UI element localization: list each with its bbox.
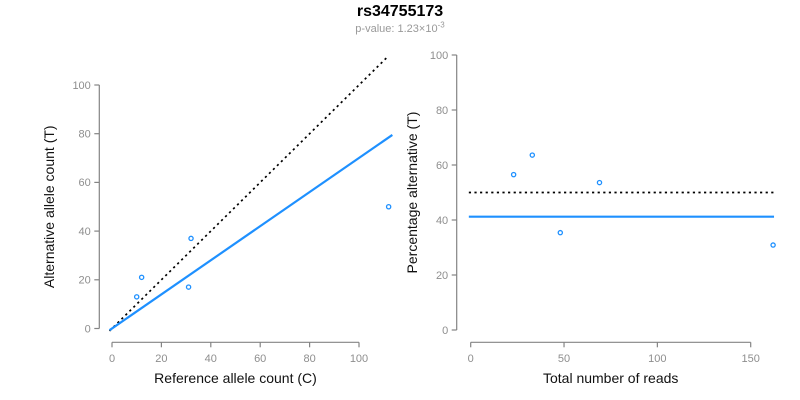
y-axis-title: Percentage alternative (T) (404, 112, 420, 274)
data-points (510, 152, 776, 248)
y-axis: 0 20 40 60 80 100 Percentage alternative (T) (404, 50, 458, 337)
x-tick-label: 80 (303, 353, 315, 365)
y-tick-label: 60 (436, 160, 448, 172)
percentage-vs-reads-plot: 0 50 100 150 Total number of reads 0 20 40 60 80 1… (404, 50, 776, 386)
y-tick-label: 40 (436, 215, 448, 227)
data-point (185, 284, 192, 290)
y-tick-label: 100 (430, 50, 448, 62)
data-point (188, 235, 194, 242)
p-value-exponent: -3 (437, 20, 445, 30)
x-tick-label: 0 (109, 353, 115, 365)
figure-subtitle: p-value: 1.23×10-3 (0, 20, 800, 35)
x-tick-label: 60 (254, 353, 266, 365)
fitted-proportion-line (108, 134, 393, 332)
y-axis-title: Alternative allele count (T) (41, 125, 57, 288)
x-tick-label: 50 (558, 353, 570, 365)
x-tick-label: 150 (742, 353, 760, 365)
figure-title: rs34755173 (356, 3, 444, 20)
y-tick-label: 0 (85, 323, 91, 335)
x-axis-title: Total number of reads (543, 370, 678, 386)
y-tick-label: 20 (79, 275, 91, 287)
x-axis: 0 20 40 60 80 100 Reference allele count (C) (109, 341, 368, 386)
data-point (385, 203, 392, 210)
y-axis: 0 20 40 60 80 100 Alternative allele count (T) (41, 80, 100, 335)
data-point (133, 294, 140, 300)
x-tick-label: 100 (350, 353, 368, 365)
x-tick-label: 100 (648, 353, 666, 365)
y-tick-label: 60 (79, 177, 91, 189)
data-points (133, 203, 392, 300)
x-axis-title: Reference allele count (C) (154, 370, 317, 386)
data-point (510, 171, 517, 178)
p-value-text: p-value: 1.23×10 (355, 23, 438, 35)
y-tick-label: 40 (79, 226, 91, 238)
y-tick-label: 100 (72, 80, 90, 92)
y-tick-label: 0 (442, 325, 448, 337)
x-tick-label: 0 (468, 353, 474, 365)
data-point (557, 229, 564, 236)
y-tick-label: 80 (436, 105, 448, 117)
allele-counts-plot: 0 20 40 60 80 100 Reference allele count (C) 0 2… (41, 56, 393, 386)
data-point (596, 179, 603, 186)
x-tick-label: 40 (205, 353, 217, 365)
data-point (770, 242, 776, 248)
data-point (138, 274, 145, 281)
y-tick-label: 20 (436, 270, 448, 282)
data-point (529, 152, 536, 158)
x-axis: 0 50 100 150 Total number of reads (468, 341, 760, 386)
expected-50pct-line (108, 56, 389, 332)
x-tick-label: 20 (155, 353, 167, 365)
y-tick-label: 80 (79, 129, 91, 141)
